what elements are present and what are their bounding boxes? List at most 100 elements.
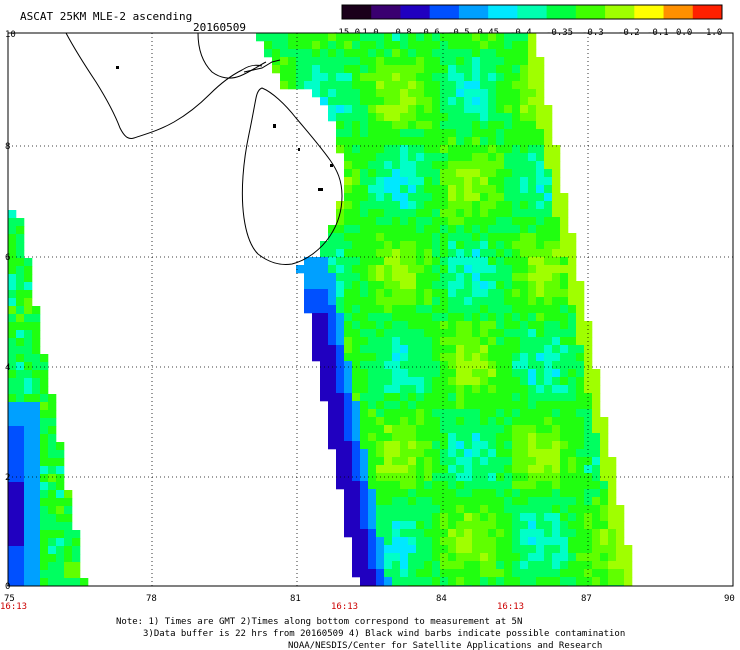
swath-cell [328, 385, 337, 394]
swath-cell [576, 441, 585, 450]
swath-cell [528, 393, 537, 402]
swath-cell [392, 121, 401, 130]
swath-cell [400, 193, 409, 202]
swath-cell [344, 169, 353, 178]
swath-cell [384, 249, 393, 258]
swath-cell [408, 281, 417, 290]
swath-cell [416, 369, 425, 378]
swath-cell [512, 257, 521, 266]
swath-cell [440, 377, 449, 386]
swath-cell [456, 265, 465, 274]
swath-cell [592, 449, 601, 458]
swath-cell [432, 65, 441, 74]
swath-cell [432, 321, 441, 330]
swath-cell [448, 137, 457, 146]
swath-cell [560, 553, 569, 562]
swath-cell [40, 514, 49, 523]
swath-cell [480, 537, 489, 546]
swath-cell [576, 305, 585, 314]
swath-cell [504, 337, 513, 346]
swath-cell [344, 305, 353, 314]
swath-cell [24, 466, 33, 475]
y-tick-4: 4 [5, 363, 10, 373]
swath-cell [32, 314, 41, 323]
swath-cell [512, 89, 521, 98]
swath-cell [576, 329, 585, 338]
swath-cell [352, 81, 361, 90]
colorbar-swatch [517, 5, 548, 19]
swath-cell [512, 425, 521, 434]
swath-cell [360, 265, 369, 274]
swath-cell [408, 177, 417, 186]
swath-cell [448, 73, 457, 82]
swath-cell [536, 425, 545, 434]
swath-cell [312, 57, 321, 66]
swath-cell [440, 313, 449, 322]
swath-cell [560, 409, 569, 418]
swath-cell [512, 529, 521, 538]
swath-cell [592, 401, 601, 410]
swath-cell [392, 313, 401, 322]
swath-cell [480, 513, 489, 522]
swath-cell [568, 385, 577, 394]
swath-cell [520, 153, 529, 162]
swath-cell [560, 289, 569, 298]
swath-cell [536, 409, 545, 418]
swath-cell [488, 409, 497, 418]
swath-cell [544, 305, 553, 314]
swath-cell [472, 385, 481, 394]
swath-cell [560, 281, 569, 290]
swath-cell [384, 433, 393, 442]
swath-cell [336, 217, 345, 226]
swath-cell [440, 401, 449, 410]
swath-cell [504, 273, 513, 282]
swath-cell [528, 433, 537, 442]
swath-cell [552, 377, 561, 386]
swath-cell [464, 425, 473, 434]
swath-cell [504, 257, 513, 266]
swath-cell [456, 465, 465, 474]
swath-cell [560, 209, 569, 218]
swath-cell [552, 321, 561, 330]
swath-cell [432, 289, 441, 298]
swath-cell [496, 97, 505, 106]
swath-cell [496, 513, 505, 522]
swath-cell [592, 521, 601, 530]
swath-cell [544, 353, 553, 362]
swath-cell [512, 249, 521, 258]
swath-cell [392, 65, 401, 74]
swath-cell [440, 305, 449, 314]
swath-cell [552, 465, 561, 474]
swath-cell [480, 297, 489, 306]
swath-cell [616, 521, 625, 530]
swath-cell [344, 361, 353, 370]
swath-cell [384, 105, 393, 114]
swath-cell [440, 457, 449, 466]
swath-cell [424, 321, 433, 330]
swath-cell [288, 41, 297, 50]
swath-cell [320, 385, 329, 394]
swath-cell [344, 89, 353, 98]
swath-cell [432, 41, 441, 50]
swath-cell [344, 377, 353, 386]
swath-cell [432, 113, 441, 122]
swath-cell [328, 241, 337, 250]
swath-cell [376, 145, 385, 154]
swath-cell [464, 297, 473, 306]
swath-cell [432, 241, 441, 250]
swath-cell [24, 290, 33, 299]
swath-cell [392, 393, 401, 402]
swath-cell [432, 425, 441, 434]
swath-cell [520, 65, 529, 74]
swath-cell [544, 161, 553, 170]
swath-cell [320, 73, 329, 82]
swath-cell [568, 577, 577, 586]
x-tick-84: 84 [436, 594, 447, 604]
swath-cell [432, 553, 441, 562]
colorbar-swatch [546, 5, 577, 19]
swath-cell [552, 417, 561, 426]
swath-cell [544, 369, 553, 378]
swath-cell [456, 57, 465, 66]
swath-cell [368, 57, 377, 66]
swath-cell [264, 33, 273, 42]
